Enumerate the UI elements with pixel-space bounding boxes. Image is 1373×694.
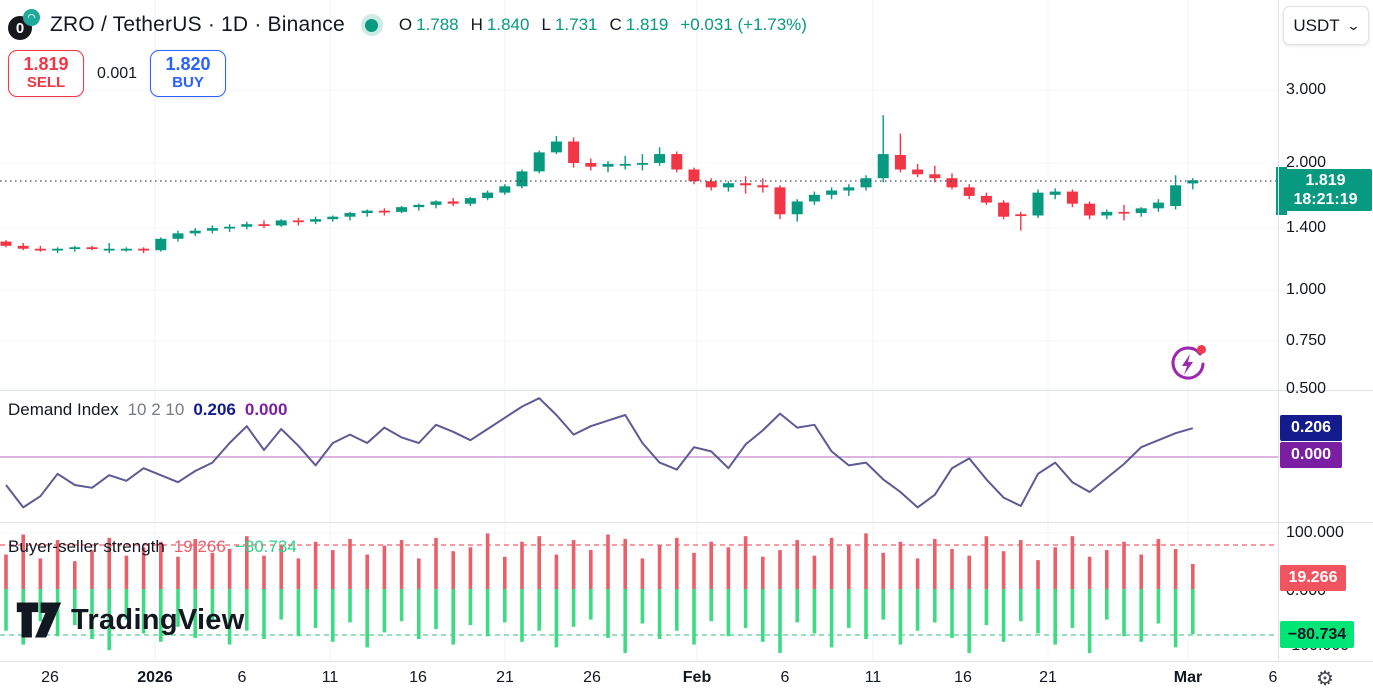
price-change: +0.031 (+1.73%) [680, 15, 807, 34]
notification-dot [1197, 345, 1206, 354]
time-axis-settings-gear-icon[interactable]: ⚙ [1316, 668, 1334, 690]
time-tick-2026: 2026 [137, 669, 173, 686]
time-tick-6: 6 [780, 669, 790, 686]
buy-label: BUY [172, 74, 204, 92]
time-axis-separator [0, 661, 1373, 662]
ohlc-high-value: 1.840 [486, 15, 530, 34]
time-tick-11: 11 [864, 669, 882, 686]
last-price-value: 1.819 [1305, 171, 1346, 189]
zro-logo-accent: ◠ [23, 9, 40, 26]
time-tick-21: 21 [1039, 669, 1057, 686]
demand-index-price-tag-1: 0.206 [1280, 415, 1342, 441]
price-tick-0.500: 0.500 [1286, 380, 1327, 397]
price-axis-separator [1278, 0, 1279, 662]
pane-separator-2[interactable] [0, 522, 1373, 523]
time-tick-16: 16 [409, 669, 427, 686]
price-tick-1.400: 1.400 [1286, 219, 1327, 236]
buyer-seller-red-tag: 19.266 [1280, 565, 1346, 591]
strength-tick-100.000: 100.000 [1286, 524, 1344, 541]
price-tick-1.000: 1.000 [1286, 281, 1327, 298]
ohlc-open-value: 1.788 [416, 15, 459, 34]
supercharts-lightning-button[interactable] [1169, 345, 1207, 383]
ohlc-open-label: O [398, 15, 413, 34]
chevron-down-icon: ⌄ [1346, 17, 1361, 33]
ohlc-close-value: 1.819 [625, 15, 669, 34]
tradingview-logo-icon [16, 602, 62, 638]
lightning-icon [1171, 346, 1205, 380]
symbol-header: 0 ◠ ZRO / TetherUS · 1D · Binance O 1.78… [8, 8, 807, 42]
time-tick-21: 21 [496, 669, 514, 686]
time-tick-Mar: Mar [1173, 669, 1203, 686]
time-tick-11: 11 [321, 669, 339, 686]
ohlc-values: O 1.788 H 1.840 L 1.731 C 1.819 +0.031 (… [399, 15, 807, 35]
buyer-seller-legend[interactable]: Buyer-seller strength 19.266 −80.734 [8, 537, 297, 557]
demand-index-title: Demand Index [8, 400, 119, 419]
buyer-seller-red-value: 19.266 [173, 537, 226, 556]
demand-index-value-1: 0.206 [193, 400, 236, 419]
pane-separator-1[interactable] [0, 390, 1373, 391]
tradingview-watermark: TradingView [16, 601, 245, 639]
time-scale[interactable]: 26 2026 6 11 16 21 26 Feb 6 11 16 21 Mar 6 [0, 662, 1373, 694]
price-tick-0.750: 0.750 [1286, 332, 1327, 349]
currency-value: USDT [1293, 15, 1340, 35]
price-chart-canvas[interactable] [0, 0, 1373, 662]
countdown-timer: 18:21:19 [1293, 191, 1358, 208]
zro-symbol-logo-icon[interactable]: 0 ◠ [8, 9, 40, 41]
buy-price: 1.820 [165, 54, 211, 75]
time-tick-6: 6 [1268, 669, 1278, 686]
time-tick-Feb: Feb [682, 669, 712, 686]
spread-value: 0.001 [96, 64, 138, 82]
time-tick-26: 26 [583, 669, 601, 686]
order-panel: 1.819 SELL 0.001 1.820 BUY [8, 50, 226, 97]
ohlc-low-value: 1.731 [554, 15, 598, 34]
demand-index-legend[interactable]: Demand Index 10 2 10 0.206 0.000 [8, 400, 287, 420]
time-tick-16: 16 [954, 669, 972, 686]
demand-index-value-2: 0.000 [244, 400, 288, 419]
ohlc-high-label: H [470, 15, 483, 34]
ohlc-close-label: C [609, 15, 622, 34]
currency-selector[interactable]: USDT ⌄ [1283, 6, 1369, 45]
buyer-seller-green-tag: −80.734 [1280, 621, 1354, 648]
market-status-icon[interactable] [360, 14, 383, 36]
price-tick-2.000: 2.000 [1286, 154, 1327, 171]
ohlc-low-label: L [541, 15, 551, 34]
tradingview-logo-text: TradingView [71, 603, 245, 636]
last-price-label: 1.819 18:21:19 [1279, 169, 1372, 211]
sell-label: SELL [26, 74, 66, 92]
symbol-title[interactable]: ZRO / TetherUS · 1D · Binance [50, 13, 345, 36]
demand-index-price-tag-2: 0.000 [1280, 442, 1342, 468]
time-tick-6: 6 [237, 669, 247, 686]
sell-button[interactable]: 1.819 SELL [8, 50, 84, 97]
sell-price: 1.819 [23, 54, 69, 75]
buy-button[interactable]: 1.820 BUY [150, 50, 226, 97]
buyer-seller-title: Buyer-seller strength [8, 537, 165, 556]
time-tick-26: 26 [41, 669, 59, 686]
price-tick-3.000: 3.000 [1286, 81, 1327, 98]
buyer-seller-green-value: −80.734 [234, 537, 297, 556]
zro-logo-circle: 0 [8, 16, 32, 40]
demand-index-params: 10 2 10 [127, 400, 185, 419]
